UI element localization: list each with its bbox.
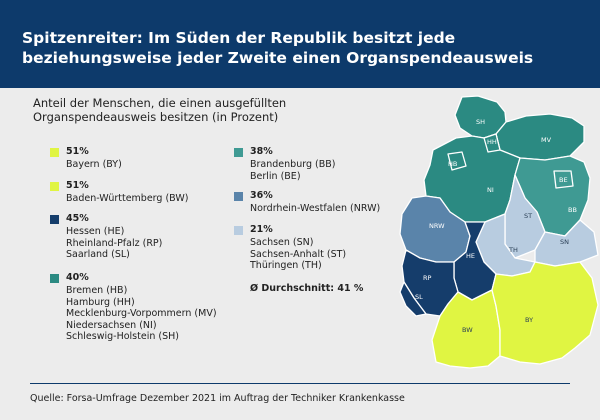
legend-names: Baden-Württemberg (BW) <box>66 193 188 205</box>
legend-swatch <box>50 182 59 191</box>
legend-name: Saarland (SL) <box>66 249 130 260</box>
legend-percent: 38% <box>250 146 273 157</box>
legend-group-38: 38% Brandenburg (BB) Berlin (BE) <box>234 146 404 182</box>
legend-name: Baden-Württemberg (BW) <box>66 193 189 204</box>
legend-percent: 36% <box>250 190 273 201</box>
state-sn <box>534 219 599 267</box>
map-label-sl: SL <box>415 293 423 301</box>
legend-swatch <box>50 148 59 157</box>
map-label-ni: NI <box>487 186 494 194</box>
header-banner: Spitzenreiter: Im Süden der Republik bes… <box>0 0 600 88</box>
legend-percent: 21% <box>250 224 273 235</box>
state-be <box>553 170 574 189</box>
legend-swatch <box>50 215 59 224</box>
legend-names: Nordrhein-Westfalen (NRW) <box>250 203 380 215</box>
map-label-hh: HH <box>487 138 497 146</box>
legend-name: Hessen (HE) <box>66 226 125 237</box>
legend-swatch <box>234 148 243 157</box>
legend-name: Sachsen-Anhalt (ST) <box>250 248 347 260</box>
source-divider <box>30 383 570 384</box>
legend-names: Bayern (BY) <box>66 159 122 171</box>
map-label-mv: MV <box>541 136 552 144</box>
legend-name: Hamburg (HH) <box>66 296 135 308</box>
legend-names: Hessen (HE) Rheinland-Pfalz (RP) Saarlan… <box>66 226 162 261</box>
legend-names: Brandenburg (BB) Berlin (BE) <box>250 159 335 182</box>
map-label-hb: HB <box>448 160 457 168</box>
legend-percent: 45% <box>66 213 89 224</box>
page-title: Spitzenreiter: Im Süden der Republik bes… <box>22 29 534 67</box>
legend-group-36: 36% Nordrhein-Westfalen (NRW) <box>234 190 404 218</box>
legend-group-21: 21% Sachsen (SN) Sachsen-Anhalt (ST) Thü… <box>234 224 404 274</box>
legend-group-45: 45% Hessen (HE) Rheinland-Pfalz (RP) Saa… <box>50 213 240 263</box>
map-label-he: HE <box>466 252 475 260</box>
state-sl <box>399 281 427 317</box>
legend-names: Bremen (HB) Hamburg (HH) Mecklenburg-Vor… <box>66 285 217 343</box>
legend-name: Nordrhein-Westfalen (NRW) <box>250 203 381 214</box>
legend-name: Mecklenburg-Vorpommern (MV) <box>66 308 217 319</box>
legend-name: Brandenburg (BB) <box>250 159 336 170</box>
legend-name: Rheinland-Pfalz (RP) <box>66 237 163 249</box>
map-label-sn: SN <box>560 238 569 246</box>
source-note: Quelle: Forsa-Umfrage Dezember 2021 im A… <box>30 393 405 404</box>
legend-swatch <box>234 192 243 201</box>
legend-percent: 51% <box>66 180 89 191</box>
map-label-bw: BW <box>462 326 473 334</box>
map-label-th: TH <box>508 246 518 254</box>
legend-percent: 40% <box>66 272 89 283</box>
legend-names: Sachsen (SN) Sachsen-Anhalt (ST) Thüring… <box>250 237 346 272</box>
legend-name: Bremen (HB) <box>66 285 128 296</box>
map-label-rp: RP <box>423 274 432 282</box>
legend-name: Niedersachsen (NI) <box>66 319 157 331</box>
legend-name: Bayern (BY) <box>66 159 122 170</box>
map-label-sh: SH <box>476 118 485 126</box>
map-label-be: BE <box>559 176 568 184</box>
legend-group-40: 40% Bremen (HB) Hamburg (HH) Mecklenburg… <box>50 272 240 347</box>
legend-name: Berlin (BE) <box>250 170 301 182</box>
legend-group-bayern: 51% Bayern (BY) <box>50 146 240 176</box>
legend-name: Schleswig-Holstein (SH) <box>66 331 179 342</box>
legend-swatch <box>50 274 59 283</box>
legend-percent: 51% <box>66 146 89 157</box>
state-st <box>504 174 546 259</box>
legend-swatch <box>234 226 243 235</box>
legend-group-baden-wuerttemberg: 51% Baden-Württemberg (BW) <box>50 180 240 210</box>
legend-name: Thüringen (TH) <box>250 260 322 271</box>
state-bw <box>431 289 501 369</box>
legend-name: Sachsen (SN) <box>250 237 314 248</box>
chart-subtitle: Anteil der Menschen, die einen ausgefüll… <box>33 96 287 124</box>
map-label-by: BY <box>525 316 533 324</box>
state-by <box>491 261 599 365</box>
map-label-bb: BB <box>568 206 577 214</box>
map-label-st: ST <box>524 212 532 220</box>
average-value: Ø Durchschnitt: 41 % <box>250 283 364 294</box>
state-hb <box>447 151 467 171</box>
map-label-nrw: NRW <box>429 222 445 230</box>
state-hh <box>483 133 501 153</box>
